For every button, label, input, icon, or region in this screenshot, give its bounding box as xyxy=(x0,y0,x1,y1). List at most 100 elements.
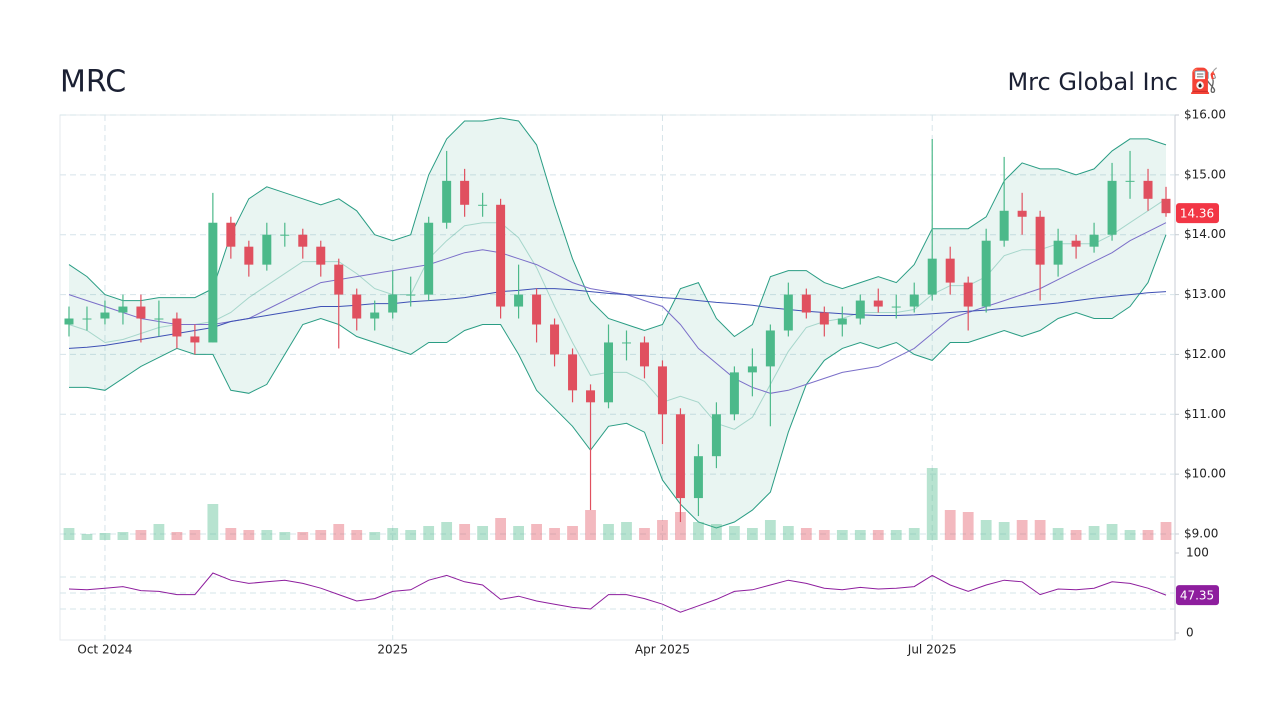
y-tick-label: $10.00 xyxy=(1184,467,1226,481)
x-tick-label: Oct 2024 xyxy=(77,643,132,657)
volume-bar xyxy=(297,532,309,540)
candle-body xyxy=(82,318,92,320)
volume-bar xyxy=(639,528,650,540)
candle-body xyxy=(1089,234,1099,247)
volume-bar xyxy=(782,526,794,540)
volume-bar xyxy=(243,530,255,540)
y-tick-label: $13.00 xyxy=(1184,287,1226,301)
rsi-tick-label: 0 xyxy=(1186,626,1194,640)
candle-body xyxy=(118,306,128,313)
candle-body xyxy=(334,264,344,295)
candle-body xyxy=(693,456,703,499)
candle-body xyxy=(190,336,200,343)
candle-body xyxy=(586,390,596,403)
sector-icon: ⛽ xyxy=(1189,67,1219,95)
volume-bar xyxy=(944,510,956,540)
volume-bar xyxy=(1016,520,1028,540)
volume-bar xyxy=(81,534,93,540)
volume-layer xyxy=(63,468,1172,540)
moving-average xyxy=(68,222,1167,394)
candle-body xyxy=(208,222,218,343)
candle-body xyxy=(154,318,164,320)
band-layer xyxy=(68,117,1167,613)
volume-bar xyxy=(657,520,668,540)
last-price-badge xyxy=(1176,203,1219,224)
volume-bar xyxy=(513,526,524,540)
volume-bar xyxy=(441,522,453,540)
candle-body xyxy=(765,330,775,367)
candle-body xyxy=(873,300,883,307)
bollinger-upper xyxy=(68,117,1167,338)
x-tick-label: Apr 2025 xyxy=(635,643,690,657)
candle-body xyxy=(388,294,398,313)
moving-average xyxy=(68,288,1167,349)
candle-body xyxy=(280,234,290,236)
volume-bar xyxy=(800,528,812,540)
volume-bar xyxy=(1070,530,1082,540)
volume-bar xyxy=(171,532,183,540)
candle-body xyxy=(496,204,506,307)
candle-body xyxy=(478,204,488,206)
x-tick-label: Jul 2025 xyxy=(907,643,957,657)
candle-body xyxy=(406,294,416,296)
volume-bar xyxy=(225,528,237,540)
candle-body xyxy=(370,312,380,319)
candle-body xyxy=(514,294,524,307)
volume-bar xyxy=(693,522,704,540)
candle-body xyxy=(226,222,236,247)
volume-bar xyxy=(549,528,560,540)
candle-body xyxy=(262,234,272,265)
grid-layer xyxy=(60,114,1175,640)
volume-bar xyxy=(711,524,722,540)
candle-body xyxy=(64,318,74,325)
candle-body xyxy=(136,306,146,319)
volume-bar xyxy=(1034,520,1046,540)
candle-body xyxy=(963,282,973,307)
volume-bar xyxy=(818,530,830,540)
volume-bar xyxy=(387,528,399,540)
candle-body xyxy=(999,210,1009,241)
volume-bar xyxy=(585,510,596,540)
candle-body xyxy=(1017,210,1027,217)
candle-body xyxy=(604,342,614,403)
bollinger-fill xyxy=(69,118,1166,528)
volume-bar xyxy=(603,524,614,540)
candle-body xyxy=(621,342,631,344)
bollinger-lower xyxy=(69,234,1167,529)
candle-body xyxy=(352,294,362,319)
candle-body xyxy=(945,258,955,283)
y-tick-label: $11.00 xyxy=(1184,407,1226,421)
candle-body xyxy=(711,414,721,457)
x-tick-label: 2025 xyxy=(377,643,408,657)
volume-bar xyxy=(890,530,902,540)
candle-body xyxy=(783,294,793,331)
candle-body xyxy=(1125,180,1135,182)
volume-bar xyxy=(351,530,363,540)
rsi-tick-label: 100 xyxy=(1186,546,1209,560)
volume-bar xyxy=(369,532,381,540)
company-name: Mrc Global Inc xyxy=(1007,68,1178,96)
volume-bar xyxy=(135,530,147,540)
volume-bar xyxy=(962,512,974,540)
volume-bar xyxy=(836,530,848,540)
volume-bar xyxy=(1052,528,1064,540)
volume-bar xyxy=(279,532,291,540)
volume-bar xyxy=(207,504,219,540)
volume-bar xyxy=(477,526,489,540)
candle-body xyxy=(1143,180,1153,199)
volume-bar xyxy=(998,522,1010,540)
volume-bar xyxy=(908,528,920,540)
candle-body xyxy=(460,180,470,205)
candle-body xyxy=(891,306,901,308)
volume-bar xyxy=(980,520,992,540)
chart-title: MRC xyxy=(60,65,126,100)
volume-bar xyxy=(729,526,740,540)
volume-bar xyxy=(1160,522,1172,540)
candle-body xyxy=(568,354,578,391)
volume-bar xyxy=(459,524,471,540)
volume-bar xyxy=(423,526,435,540)
y-tick-label: $9.00 xyxy=(1184,527,1218,541)
volume-bar xyxy=(315,530,327,540)
volume-bar xyxy=(1088,526,1100,540)
volume-bar xyxy=(117,532,129,540)
